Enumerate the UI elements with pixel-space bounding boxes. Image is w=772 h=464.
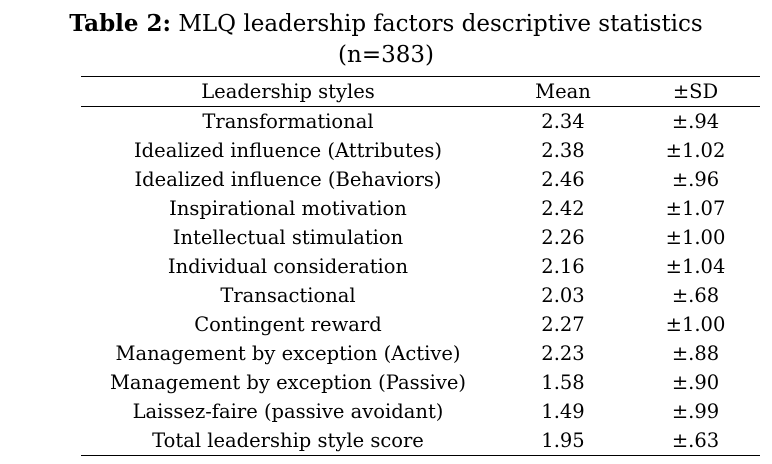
header-sd: ±SD: [672, 80, 719, 103]
table-row: Inspirational motivation 2.42 ±1.07: [81, 194, 760, 223]
table-row: Management by exception (Passive) 1.58 ±…: [81, 368, 760, 397]
cell-style: Management by exception (Active): [115, 342, 461, 365]
cell-sd: ±1.00: [665, 226, 726, 249]
cell-mean: 2.27: [541, 313, 585, 336]
cell-mean: 2.26: [541, 226, 585, 249]
cell-mean: 2.38: [541, 139, 585, 162]
cell-mean: 2.23: [541, 342, 585, 365]
caption-line-1: Table 2: MLQ leadership factors descript…: [0, 8, 772, 40]
cell-mean: 2.03: [541, 284, 585, 307]
cell-mean: 1.58: [541, 371, 585, 394]
cell-mean: 2.42: [541, 197, 585, 220]
statistics-table: Leadership styles Mean ±SD Transformatio…: [81, 76, 760, 456]
caption-label: Table 2:: [69, 10, 172, 37]
cell-style: Laissez-faire (passive avoidant): [132, 400, 444, 423]
cell-style: Intellectual stimulation: [172, 226, 404, 249]
cell-sd: ±.90: [671, 371, 720, 394]
cell-sd: ±1.00: [665, 313, 726, 336]
cell-sd: ±.94: [671, 110, 720, 133]
table-row: Transactional 2.03 ±.68: [81, 281, 760, 310]
cell-mean: 2.16: [541, 255, 585, 278]
cell-sd: ±.68: [671, 284, 720, 307]
cell-style: Total leadership style score: [152, 429, 424, 452]
header-mean: Mean: [535, 80, 591, 103]
cell-style: Transactional: [220, 284, 356, 307]
caption-title: MLQ leadership factors descriptive stati…: [178, 11, 703, 37]
cell-style: Contingent reward: [194, 313, 382, 336]
table-row: Management by exception (Active) 2.23 ±.…: [81, 339, 760, 368]
cell-style: Management by exception (Passive): [109, 371, 467, 394]
cell-mean: 2.34: [541, 110, 585, 133]
table-row: Intellectual stimulation 2.26 ±1.00: [81, 223, 760, 252]
cell-style: Idealized influence (Attributes): [133, 139, 443, 162]
cell-style: Inspirational motivation: [169, 197, 407, 220]
cell-sd: ±1.07: [665, 197, 726, 220]
cell-sd: ±1.02: [665, 139, 726, 162]
table-row: Idealized influence (Behaviors) 2.46 ±.9…: [81, 165, 760, 194]
cell-mean: 2.46: [541, 168, 585, 191]
cell-style: Individual consideration: [167, 255, 409, 278]
caption-line-2: (n=383): [338, 42, 434, 68]
header-leadership-styles: Leadership styles: [201, 80, 375, 103]
cell-style: Idealized influence (Behaviors): [134, 168, 442, 191]
cell-sd: ±.96: [671, 168, 720, 191]
table-row: Laissez-faire (passive avoidant) 1.49 ±.…: [81, 397, 760, 426]
table-row: Idealized influence (Attributes) 2.38 ±1…: [81, 136, 760, 165]
cell-mean: 1.49: [541, 400, 585, 423]
cell-sd: ±.99: [671, 400, 720, 423]
table-row: Transformational 2.34 ±.94: [81, 107, 760, 137]
cell-sd: ±1.04: [665, 255, 726, 278]
table-caption: Table 2: MLQ leadership factors descript…: [0, 8, 772, 71]
table-row: Individual consideration 2.16 ±1.04: [81, 252, 760, 281]
cell-style: Transformational: [202, 110, 374, 133]
cell-sd: ±.88: [671, 342, 720, 365]
table-header-row: Leadership styles Mean ±SD: [81, 76, 760, 107]
cell-mean: 1.95: [541, 429, 585, 452]
table-row: Total leadership style score 1.95 ±.63: [81, 426, 760, 456]
table-row: Contingent reward 2.27 ±1.00: [81, 310, 760, 339]
cell-sd: ±.63: [671, 429, 720, 452]
